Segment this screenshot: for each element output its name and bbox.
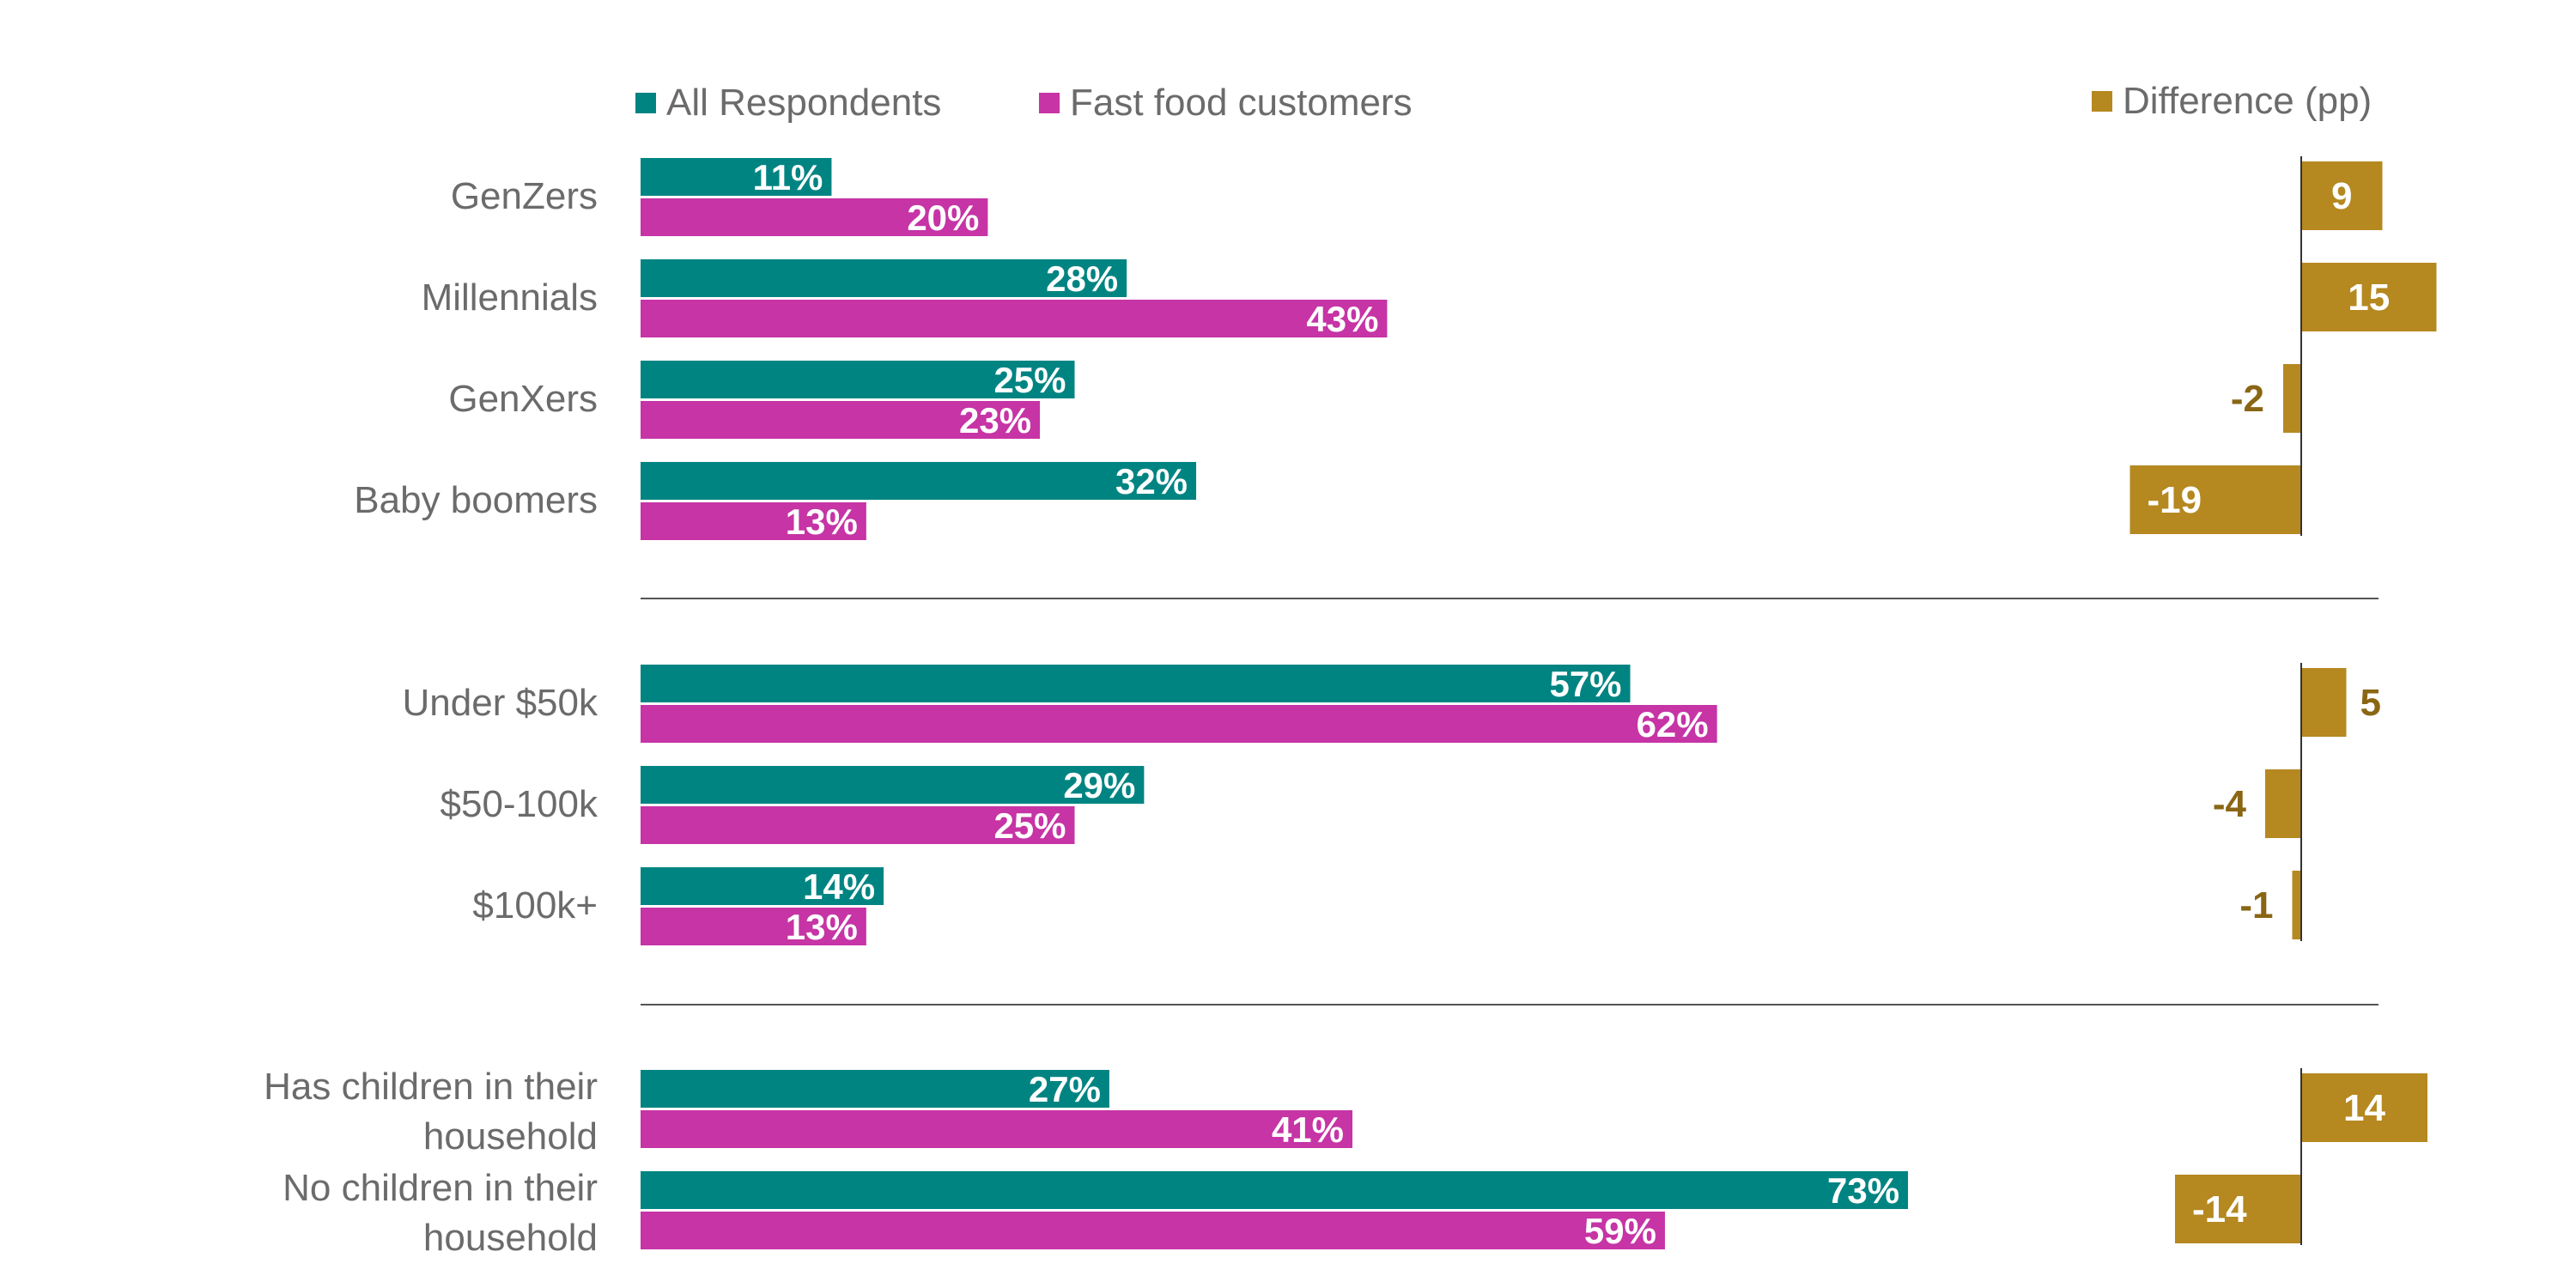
bar-fast-food-customers (641, 1110, 1353, 1148)
bar-difference (2301, 1073, 2427, 1142)
category-label: No children in their (283, 1167, 598, 1209)
bar-label-all-respondents: 14% (803, 866, 875, 907)
bar-all-respondents (641, 867, 884, 905)
category-label: $50-100k (440, 783, 598, 825)
bar-label-difference: -2 (2231, 378, 2264, 420)
bar-all-respondents (641, 766, 1145, 804)
bar-label-difference: 14 (2343, 1087, 2385, 1129)
bar-fast-food-customers (641, 705, 1717, 743)
bar-difference (2292, 871, 2301, 939)
legend-label-fast-food-customers: Fast food customers (1070, 82, 1413, 124)
bar-all-respondents (641, 462, 1197, 500)
category-label: GenXers (448, 378, 598, 420)
category-label: Baby boomers (354, 479, 598, 521)
category-label: household (423, 1217, 598, 1259)
bar-all-respondents (641, 1070, 1109, 1108)
bar-fast-food-customers (641, 806, 1075, 844)
bar-label-fast-food-customers: 13% (786, 907, 858, 947)
category-label: household (423, 1115, 598, 1157)
bar-label-fast-food-customers: 13% (786, 501, 858, 542)
bar-label-difference: -14 (2192, 1188, 2247, 1230)
bar-fast-food-customers (641, 198, 988, 236)
category-label: GenZers (451, 175, 598, 217)
bar-label-fast-food-customers: 20% (907, 197, 979, 238)
bar-label-difference: -1 (2239, 884, 2273, 927)
bar-difference (2175, 1175, 2301, 1243)
bar-label-all-respondents: 29% (1063, 765, 1135, 805)
bar-label-difference: 15 (2348, 276, 2390, 319)
bar-label-fast-food-customers: 25% (993, 805, 1066, 846)
bar-label-difference: 9 (2331, 175, 2352, 217)
legend-label-all-respondents: All Respondents (666, 82, 941, 124)
bar-label-fast-food-customers: 62% (1637, 704, 1709, 744)
legend-swatch-all-respondents (635, 93, 656, 113)
bar-fast-food-customers (641, 908, 866, 945)
bar-fast-food-customers (641, 401, 1041, 439)
category-label: Under $50k (403, 682, 598, 724)
bar-fast-food-customers (641, 502, 866, 540)
bar-difference (2301, 263, 2437, 331)
bar-all-respondents (641, 158, 832, 196)
legend-swatch-difference (2092, 91, 2112, 112)
bar-label-difference: 5 (2360, 682, 2381, 724)
bar-label-fast-food-customers: 41% (1272, 1109, 1344, 1150)
bar-label-all-respondents: 28% (1046, 258, 1118, 299)
bar-label-all-respondents: 27% (1029, 1069, 1101, 1109)
bar-all-respondents (641, 665, 1631, 702)
bar-fast-food-customers (641, 1212, 1665, 1249)
bar-label-all-respondents: 25% (993, 360, 1066, 400)
bar-difference (2265, 769, 2301, 838)
category-label: Has children in their (264, 1066, 598, 1108)
bar-difference (2301, 161, 2383, 230)
bar-label-all-respondents: 57% (1549, 664, 1621, 704)
bar-difference (2301, 668, 2347, 737)
bar-label-fast-food-customers: 43% (1306, 299, 1378, 339)
bar-label-difference: -4 (2213, 783, 2247, 825)
bar-label-difference: -19 (2148, 479, 2202, 521)
legend-label-difference: Difference (pp) (2123, 80, 2372, 122)
bar-label-all-respondents: 73% (1827, 1170, 1899, 1211)
bar-label-fast-food-customers: 59% (1584, 1211, 1656, 1251)
bar-label-fast-food-customers: 23% (959, 400, 1031, 440)
bar-fast-food-customers (641, 300, 1388, 337)
bar-difference (2283, 364, 2301, 433)
bar-all-respondents (641, 1171, 1909, 1209)
bar-all-respondents (641, 259, 1127, 297)
category-label: Millennials (422, 276, 598, 319)
bar-label-all-respondents: 11% (753, 157, 823, 197)
bar-label-all-respondents: 32% (1115, 461, 1188, 501)
bar-difference (2129, 465, 2301, 534)
category-label: $100k+ (472, 884, 598, 927)
bar-all-respondents (641, 361, 1075, 398)
legend-swatch-fast-food-customers (1039, 93, 1060, 113)
